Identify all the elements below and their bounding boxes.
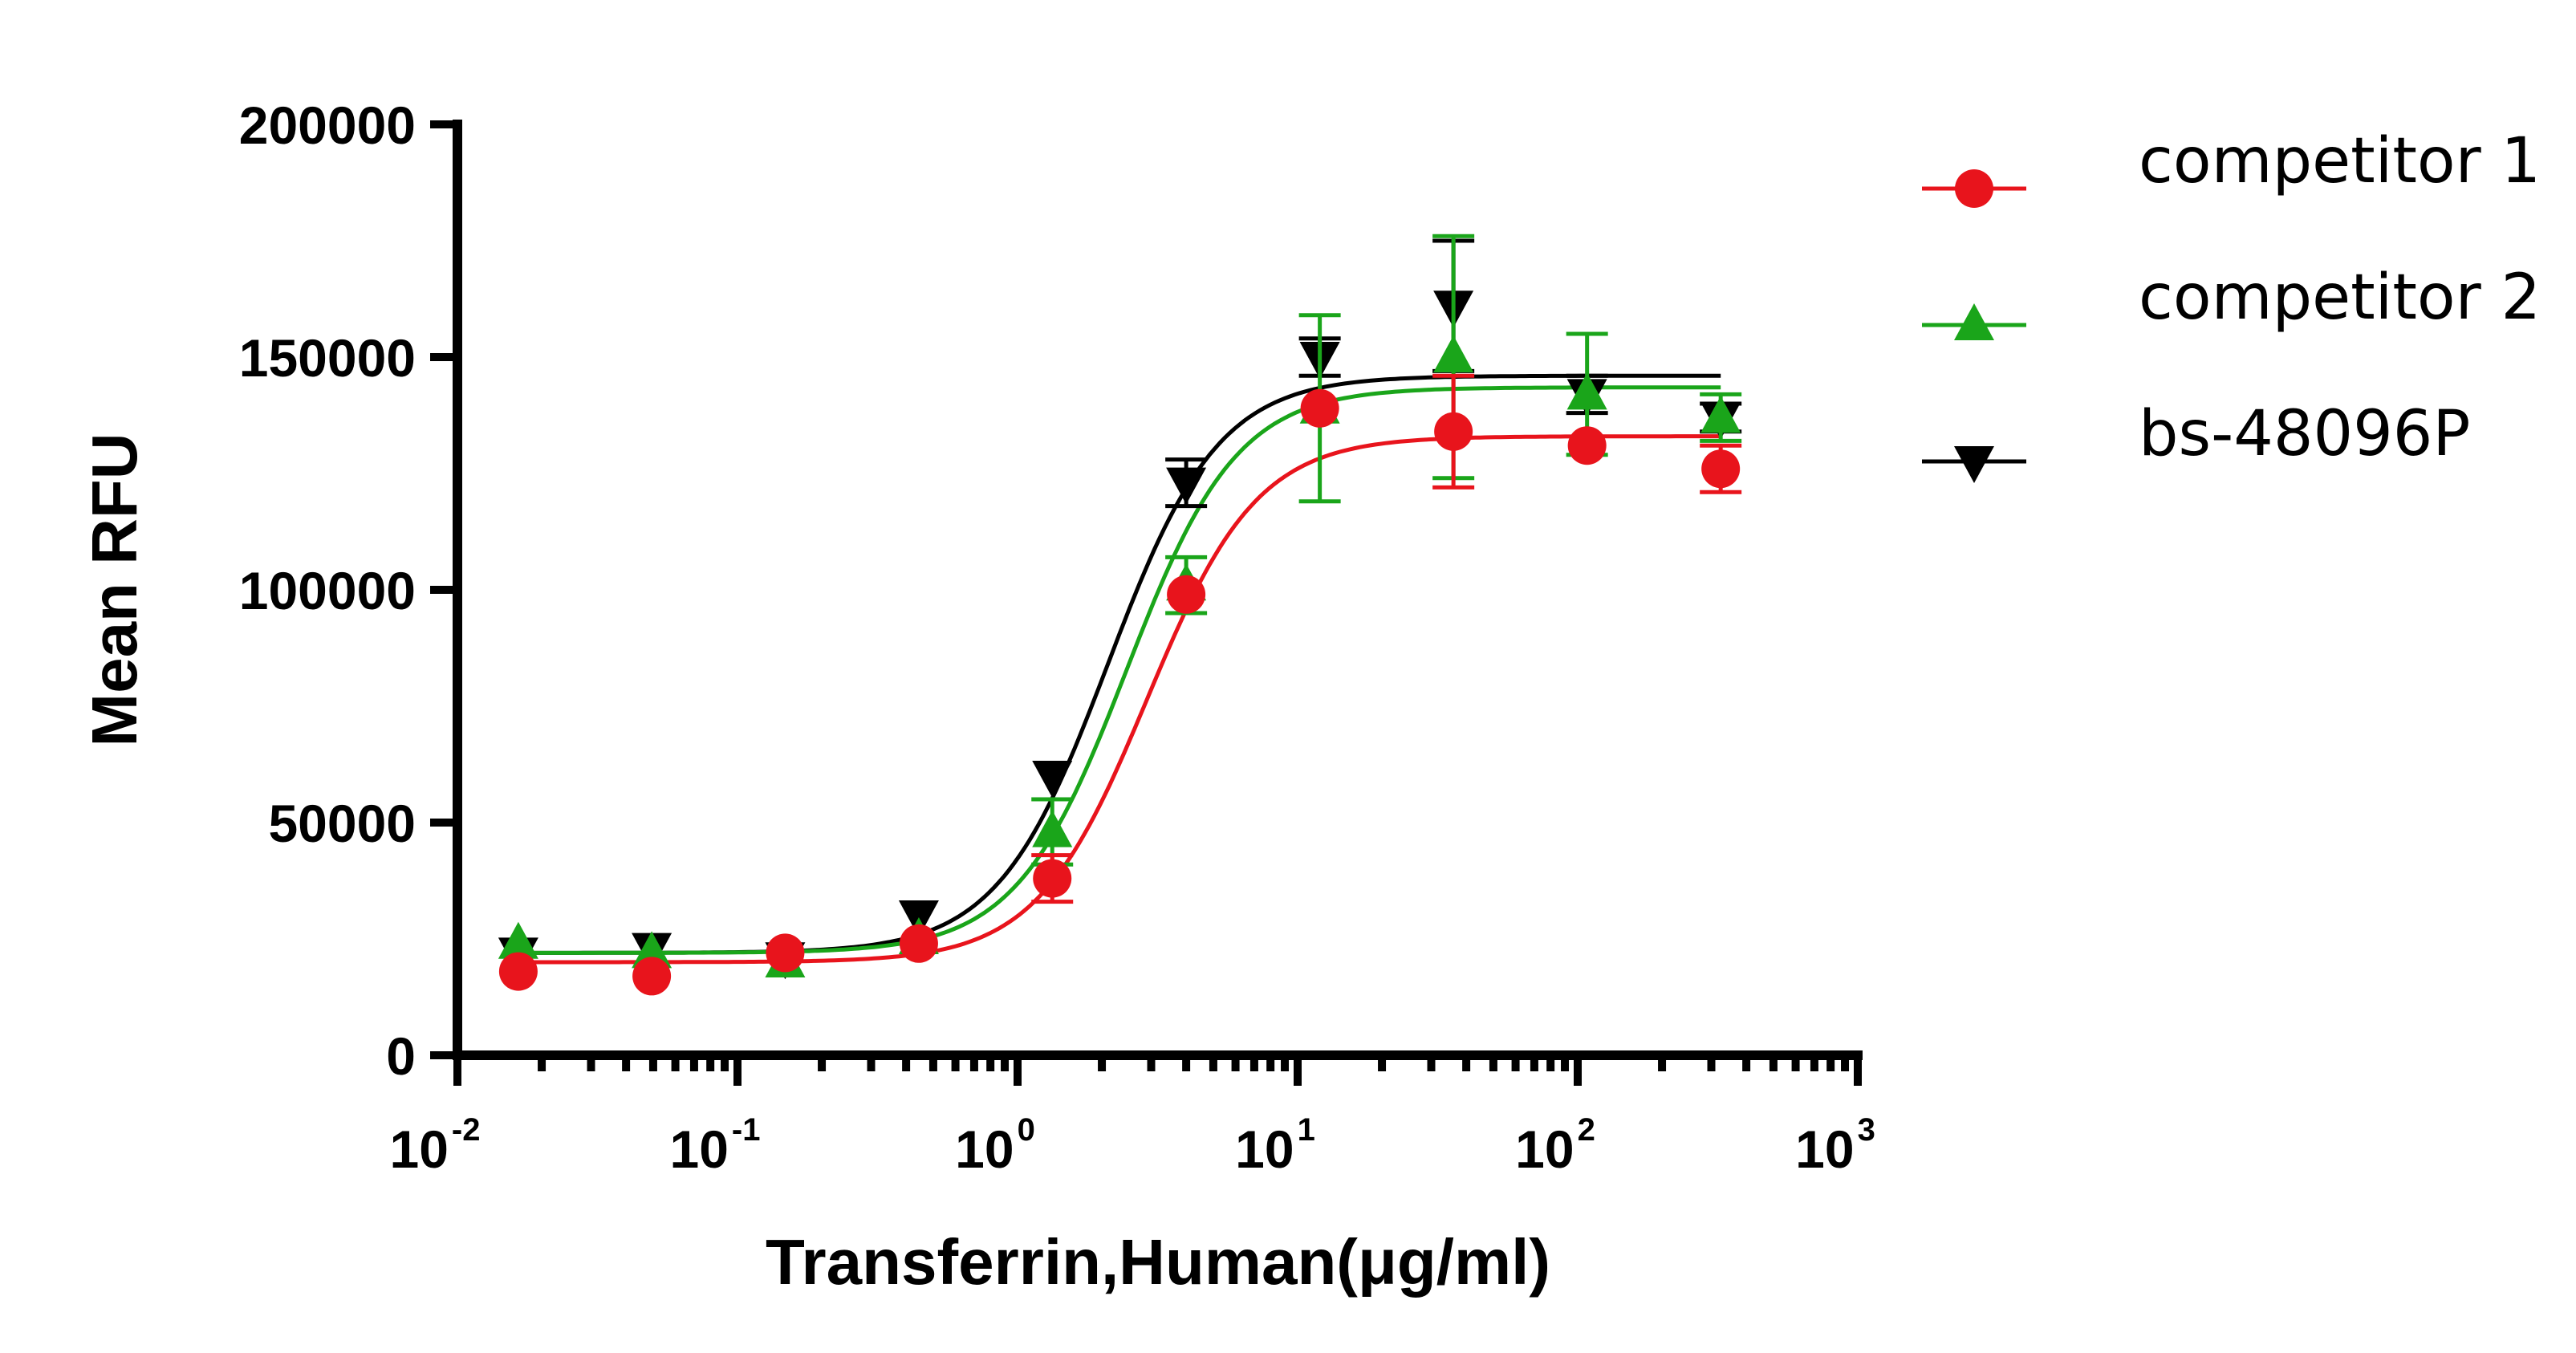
data-point [632, 931, 672, 969]
legend-label: competitor 1 [2139, 125, 2541, 197]
x-tick-label: 10 1 [1235, 1112, 1315, 1179]
x-tick-base: 10 [390, 1119, 449, 1179]
data-point [1167, 575, 1206, 614]
legend-label: competitor 2 [2139, 262, 2541, 334]
y-tick-label: 0 [386, 1026, 416, 1086]
x-tick-base: 10 [1795, 1119, 1854, 1179]
fit-curve [518, 385, 1721, 955]
y-tick-label: 100000 [239, 561, 416, 620]
series-points [498, 238, 1742, 980]
x-tick-label: 10 3 [1795, 1112, 1875, 1179]
data-point [1166, 467, 1207, 505]
data-point [1032, 761, 1073, 798]
x-tick-exponent: -2 [452, 1112, 481, 1148]
x-ticks: 10 -2 10 -1 10 0 10 1 10 2 10 3 [390, 1055, 1875, 1179]
x-tick-base: 10 [1515, 1119, 1574, 1179]
data-point [498, 952, 538, 991]
y-ticks: 0 50000 100000 150000 200000 [239, 95, 457, 1086]
data-point [1434, 412, 1473, 451]
data-point [766, 933, 805, 973]
fit-curve [518, 434, 1721, 965]
x-tick-label: 10 -2 [390, 1112, 481, 1179]
x-tick-base: 10 [670, 1119, 729, 1179]
legend: competitor 1 competitor 2 bs-48096P [1922, 125, 2541, 483]
legend-marker [1955, 169, 1993, 208]
legend-label: bs-48096P [2139, 398, 2470, 470]
data-point [498, 921, 538, 959]
x-tick-base: 10 [1235, 1119, 1294, 1179]
data-point [632, 957, 672, 996]
x-tick-exponent: 2 [1578, 1112, 1595, 1148]
data-point [1701, 449, 1741, 489]
data-point [1032, 810, 1073, 847]
data-point [1566, 372, 1607, 410]
y-tick-label: 200000 [239, 95, 416, 155]
legend-marker [1954, 303, 1994, 340]
plot-area [498, 234, 1742, 996]
x-tick-exponent: 3 [1858, 1112, 1875, 1148]
x-tick-exponent: 0 [1018, 1112, 1035, 1148]
series-points [498, 373, 1742, 996]
data-point [899, 924, 938, 963]
x-tick-exponent: 1 [1298, 1112, 1315, 1148]
series-points [498, 234, 1742, 977]
x-tick-base: 10 [955, 1119, 1014, 1179]
y-tick-label: 50000 [268, 794, 416, 853]
x-tick-exponent: -1 [732, 1112, 761, 1148]
data-point [1433, 335, 1474, 372]
data-point [1033, 859, 1072, 898]
y-tick-label: 150000 [239, 328, 416, 388]
y-axis-title: Mean RFU [79, 433, 150, 746]
data-point [1567, 426, 1607, 465]
x-tick-label: 10 -1 [670, 1112, 761, 1179]
data-point [1700, 396, 1741, 433]
x-tick-label: 10 2 [1515, 1112, 1595, 1179]
fit-curve [518, 373, 1721, 955]
data-point [1300, 388, 1339, 428]
x-axis-title: Transferrin,Human(μg/ml) [766, 1226, 1550, 1298]
legend-marker [1954, 446, 1994, 483]
x-tick-label: 10 0 [955, 1112, 1035, 1179]
